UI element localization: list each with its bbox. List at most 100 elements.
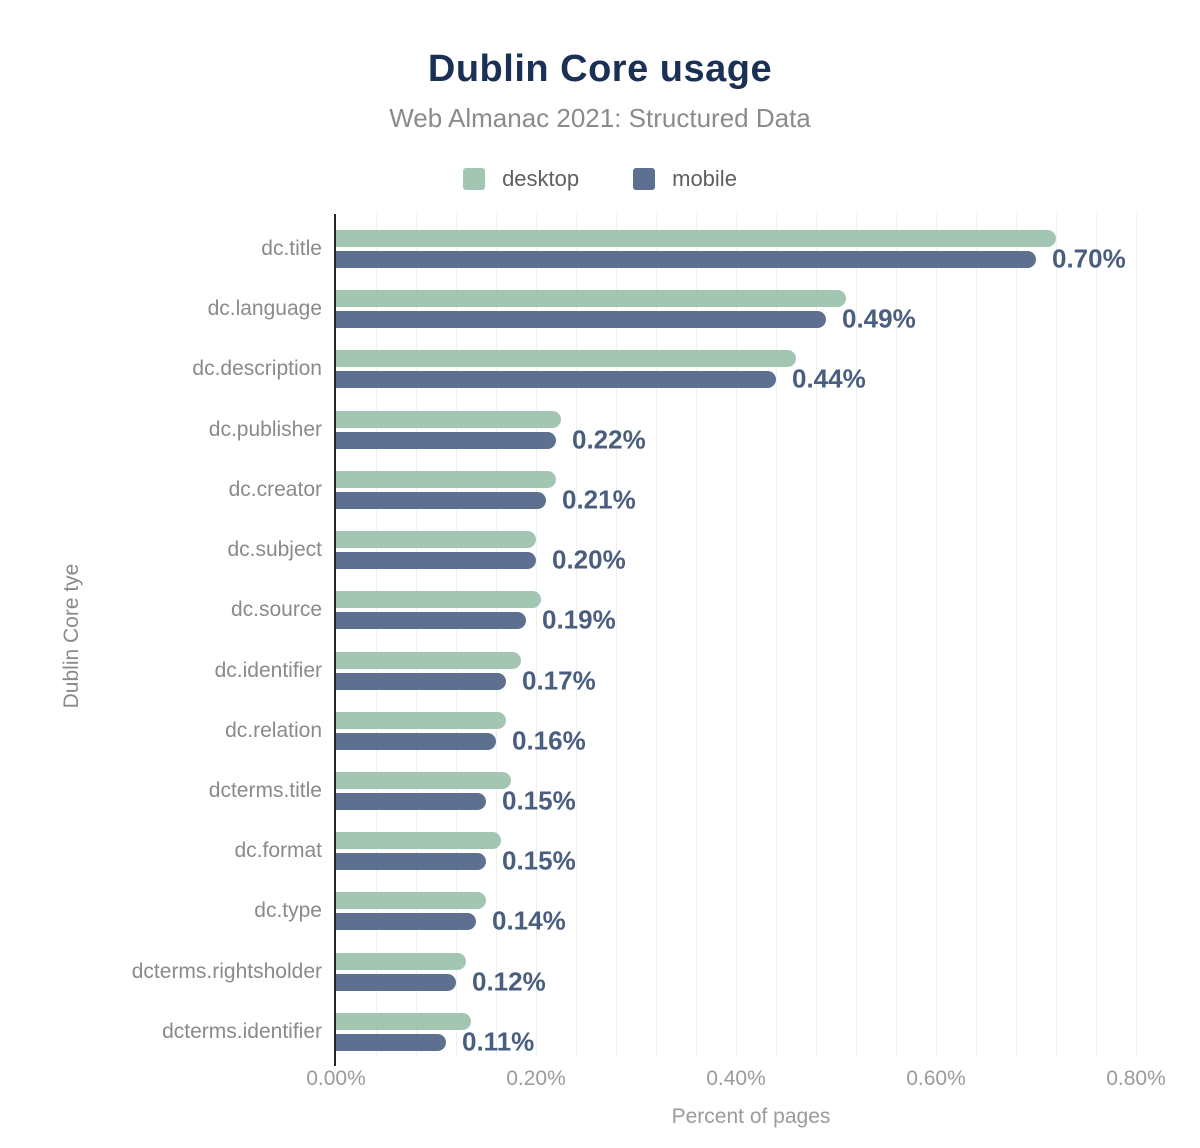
value-label: 0.49% bbox=[842, 303, 916, 334]
desktop-bar bbox=[336, 470, 556, 488]
category-label: dc.format bbox=[234, 839, 322, 863]
bar-row: dc.subject 0.20% bbox=[227, 515, 1166, 575]
chart-title: Dublin Core usage bbox=[427, 48, 773, 90]
gridline bbox=[696, 214, 697, 1057]
mobile-bar bbox=[336, 251, 1036, 268]
bar-row: dc.relation 0.16% bbox=[225, 696, 1166, 756]
gridline bbox=[656, 214, 657, 1057]
category-label: dc.identifier bbox=[214, 658, 322, 682]
desktop-bar bbox=[336, 771, 511, 789]
gridline bbox=[816, 214, 817, 1057]
bar-row: dc.title 0.70% bbox=[261, 214, 1166, 274]
category-label: dc.creator bbox=[228, 477, 322, 501]
y-axis-line bbox=[334, 214, 336, 1057]
bar-row: dc.publisher 0.22% bbox=[209, 395, 1166, 455]
bar-row: dc.type 0.14% bbox=[254, 876, 1166, 936]
desktop-bar bbox=[336, 410, 561, 428]
legend-label-desktop: desktop bbox=[502, 166, 580, 191]
desktop-bar bbox=[336, 952, 466, 970]
gridline bbox=[936, 214, 937, 1057]
desktop-bar bbox=[336, 531, 536, 549]
gridline bbox=[1016, 214, 1017, 1057]
category-label: dcterms.rightsholder bbox=[131, 959, 322, 983]
bar-row: dcterms.rightsholder 0.12% bbox=[132, 937, 1166, 997]
value-label: 0.16% bbox=[512, 725, 586, 756]
desktop-bar bbox=[336, 230, 1056, 247]
gridline bbox=[376, 214, 377, 1057]
mobile-bar bbox=[336, 371, 776, 389]
mobile-bar bbox=[336, 612, 526, 630]
gridline bbox=[896, 214, 897, 1057]
desktop-bar bbox=[336, 711, 506, 729]
bar-row: dc.language 0.49% bbox=[208, 274, 1166, 334]
value-label: 0.22% bbox=[572, 424, 646, 455]
bar-rows: dc.title 0.70% dc.language 0.49% dc.descript… bbox=[132, 214, 1166, 1057]
gridline bbox=[536, 214, 537, 1057]
bar-row: dcterms.identifier 0.11% bbox=[162, 997, 1166, 1057]
x-tick-label: 0.40% bbox=[706, 1067, 766, 1090]
gridline bbox=[776, 214, 777, 1057]
mobile-bar bbox=[336, 913, 476, 931]
legend: desktop mobile bbox=[0, 166, 1200, 192]
value-label: 0.14% bbox=[492, 905, 566, 936]
bar-row: dc.creator 0.21% bbox=[229, 455, 1166, 515]
gridline bbox=[1056, 214, 1057, 1057]
category-label: dcterms.identifier bbox=[162, 1019, 322, 1043]
category-label: dc.title bbox=[261, 237, 322, 260]
category-label: dc.language bbox=[207, 297, 322, 321]
chart-subtitle: Web Almanac 2021: Structured Data bbox=[389, 103, 811, 133]
category-label: dc.type bbox=[254, 899, 322, 923]
mobile-bar bbox=[336, 431, 556, 449]
gridline bbox=[1096, 214, 1097, 1057]
desktop-bar bbox=[336, 892, 486, 910]
bar-row: dcterms.title 0.15% bbox=[209, 756, 1166, 816]
gridline bbox=[976, 214, 977, 1057]
category-label: dcterms.title bbox=[208, 778, 322, 802]
value-label: 0.21% bbox=[562, 484, 636, 515]
legend-label-mobile: mobile bbox=[672, 166, 737, 191]
mobile-swatch-icon bbox=[633, 168, 656, 190]
gridline bbox=[856, 214, 857, 1057]
value-label: 0.20% bbox=[552, 544, 626, 575]
mobile-bar bbox=[336, 552, 536, 570]
gridline bbox=[616, 214, 617, 1057]
desktop-bar bbox=[336, 1012, 471, 1030]
category-label: dc.source bbox=[230, 598, 322, 622]
mobile-bar bbox=[336, 792, 486, 810]
x-tick-label: 0.00% bbox=[306, 1067, 366, 1090]
x-axis-title: Percent of pages bbox=[671, 1105, 831, 1128]
x-axis-ticks: 0.00% 0.20% 0.40% 0.60% 0.80% bbox=[306, 1067, 1166, 1095]
gridline bbox=[576, 214, 577, 1057]
desktop-swatch-icon bbox=[463, 168, 486, 190]
value-label: 0.44% bbox=[792, 363, 866, 394]
zero-tick bbox=[334, 1057, 336, 1066]
x-tick-label: 0.20% bbox=[506, 1067, 566, 1090]
mobile-bar bbox=[336, 1033, 446, 1051]
value-label: 0.15% bbox=[502, 785, 576, 816]
mobile-bar bbox=[336, 311, 826, 329]
desktop-bar bbox=[336, 290, 846, 308]
value-label: 0.12% bbox=[472, 966, 546, 997]
value-label: 0.15% bbox=[502, 845, 576, 876]
mobile-bar bbox=[336, 732, 496, 750]
desktop-bar bbox=[336, 651, 521, 669]
gridline bbox=[496, 214, 497, 1057]
category-label: dc.subject bbox=[227, 538, 322, 562]
legend-item-desktop: desktop bbox=[463, 166, 579, 192]
y-axis-title: Dublin Core tye bbox=[60, 563, 83, 709]
bar-row: dc.description 0.44% bbox=[192, 334, 1166, 394]
gridline bbox=[456, 214, 457, 1057]
desktop-bar bbox=[336, 350, 796, 368]
gridline bbox=[736, 214, 737, 1057]
mobile-bar bbox=[336, 853, 486, 871]
gridline bbox=[1136, 214, 1137, 1057]
desktop-bar bbox=[336, 591, 541, 609]
desktop-bar bbox=[336, 832, 501, 850]
mobile-bar bbox=[336, 672, 506, 690]
category-label: dc.publisher bbox=[208, 417, 322, 441]
value-label: 0.11% bbox=[462, 1026, 535, 1057]
gridline bbox=[416, 214, 417, 1057]
bar-row: dc.source 0.19% bbox=[231, 575, 1166, 635]
plot-area: dc.title 0.70% dc.language 0.49% dc.descript… bbox=[132, 214, 1166, 1128]
